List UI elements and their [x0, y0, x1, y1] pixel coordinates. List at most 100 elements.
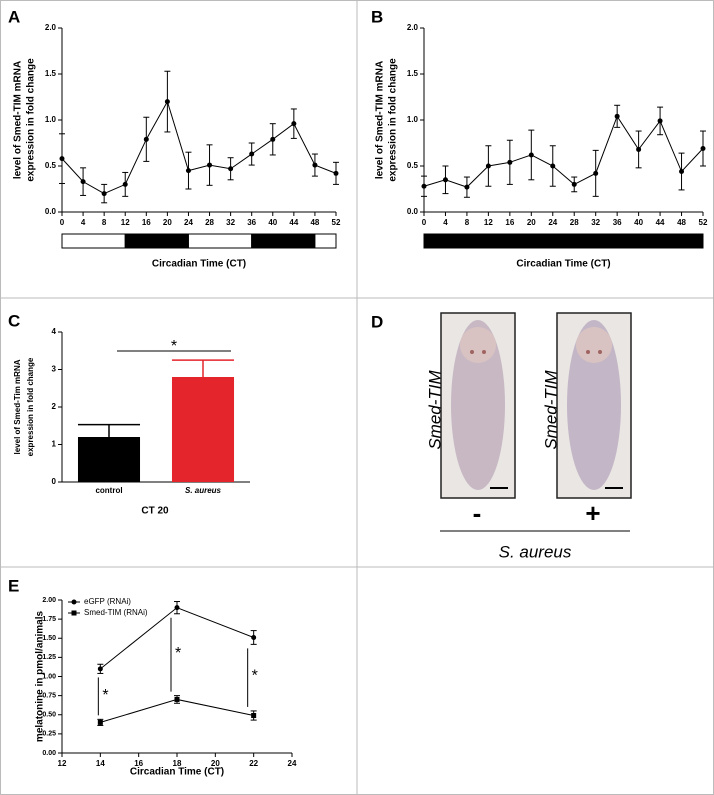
marker: [312, 162, 318, 168]
legend-label: eGFP (RNAi): [84, 597, 131, 606]
x-tick-label: 40: [634, 218, 643, 227]
x-axis-label: Circadian Time (CT): [516, 259, 610, 270]
marker: [571, 181, 577, 187]
y-tick-label: 1.0: [45, 115, 57, 124]
y-tick-label: 2: [52, 402, 57, 411]
bar: [77, 437, 141, 482]
panel-letter: D: [371, 312, 383, 331]
x-tick-label: 20: [163, 218, 172, 227]
marker: [207, 162, 213, 168]
series-line: [423, 115, 704, 188]
x-tick-label: 40: [268, 218, 277, 227]
x-tick-label: control: [95, 486, 122, 495]
x-tick-label: 28: [205, 218, 214, 227]
x-tick-label: 48: [310, 218, 319, 227]
y-tick-label: 4: [52, 327, 57, 336]
eye: [482, 350, 486, 354]
marker: [185, 168, 191, 174]
x-tick-label: 0: [60, 218, 65, 227]
x-tick-label: 18: [173, 759, 182, 768]
x-tick-label: 16: [505, 218, 514, 227]
marker: [101, 191, 107, 197]
planarian: [567, 320, 621, 490]
marker: [593, 170, 599, 176]
x-tick-label: 20: [211, 759, 220, 768]
x-tick-label: 32: [226, 218, 235, 227]
y-tick-label: 2.0: [45, 23, 57, 32]
marker: [485, 163, 491, 169]
treatment-sign: +: [585, 498, 600, 528]
x-tick-label: 32: [591, 218, 600, 227]
y-tick-label: 2.0: [407, 23, 419, 32]
panel-letter: B: [371, 7, 383, 26]
x-axis-label: CT 20: [141, 506, 169, 517]
marker: [270, 136, 276, 142]
image-label: Smed-TIM: [541, 369, 560, 449]
marker: [97, 666, 103, 672]
x-tick-label: 44: [656, 218, 665, 227]
marker: [679, 169, 685, 175]
marker: [507, 159, 513, 165]
y-tick-label: 0.0: [45, 207, 57, 216]
x-tick-label: 12: [484, 218, 493, 227]
marker: [550, 163, 556, 169]
marker: [251, 713, 257, 719]
x-tick-label: 52: [332, 218, 341, 227]
marker: [700, 146, 706, 152]
x-tick-label: 8: [102, 218, 107, 227]
x-tick-label: 14: [96, 759, 105, 768]
x-tick-label: S. aureus: [185, 486, 222, 495]
y-axis-label: level of Smed-TIM mRNA: [13, 61, 24, 179]
planarian: [451, 320, 505, 490]
x-tick-label: 0: [422, 218, 427, 227]
marker: [143, 136, 149, 142]
marker: [636, 146, 642, 152]
planarian-head: [460, 327, 496, 363]
light-dark-phase: [423, 233, 704, 249]
marker: [464, 184, 470, 190]
x-tick-label: 44: [289, 218, 298, 227]
y-tick-label: 0.5: [407, 161, 419, 170]
y-tick-label: 1.00: [42, 673, 56, 680]
marker: [442, 177, 448, 183]
eye: [586, 350, 590, 354]
x-tick-label: 16: [134, 759, 143, 768]
marker: [251, 634, 257, 640]
y-tick-label: 0.5: [45, 161, 57, 170]
y-tick-label: 1: [52, 440, 57, 449]
y-axis-label: level of Smed-Tim mRNA: [13, 359, 22, 454]
y-axis-label: melatonine in pmol/animals: [35, 610, 46, 742]
x-tick-label: 24: [184, 218, 193, 227]
x-tick-label: 52: [699, 218, 708, 227]
light-dark-phase: [187, 233, 253, 249]
x-tick-label: 36: [613, 218, 622, 227]
light-dark-phase: [251, 233, 316, 249]
y-tick-label: 0.50: [42, 712, 56, 719]
significance-label: *: [252, 668, 258, 685]
marker: [333, 170, 339, 176]
y-tick-label: 1.75: [42, 616, 56, 623]
legend-marker: [71, 599, 77, 605]
y-tick-label: 1.50: [42, 635, 56, 642]
panel-letter: C: [8, 311, 20, 330]
significance-label: *: [175, 645, 181, 662]
marker: [291, 121, 297, 127]
x-tick-label: 12: [58, 759, 67, 768]
marker: [122, 181, 128, 187]
x-tick-label: 20: [527, 218, 536, 227]
light-dark-phase: [61, 233, 126, 249]
y-axis-label: expression in fold change: [388, 58, 399, 182]
marker: [80, 179, 86, 185]
y-tick-label: 0: [52, 477, 57, 486]
marker: [174, 696, 180, 702]
marker: [174, 605, 180, 611]
marker: [528, 152, 534, 158]
y-tick-label: 0.75: [42, 692, 56, 699]
y-tick-label: 3: [52, 365, 57, 374]
x-tick-label: 16: [142, 218, 151, 227]
image-label: Smed-TIM: [425, 369, 444, 449]
legend-marker: [71, 610, 77, 616]
panel-letter: A: [8, 7, 20, 26]
eye: [598, 350, 602, 354]
marker: [164, 99, 170, 105]
